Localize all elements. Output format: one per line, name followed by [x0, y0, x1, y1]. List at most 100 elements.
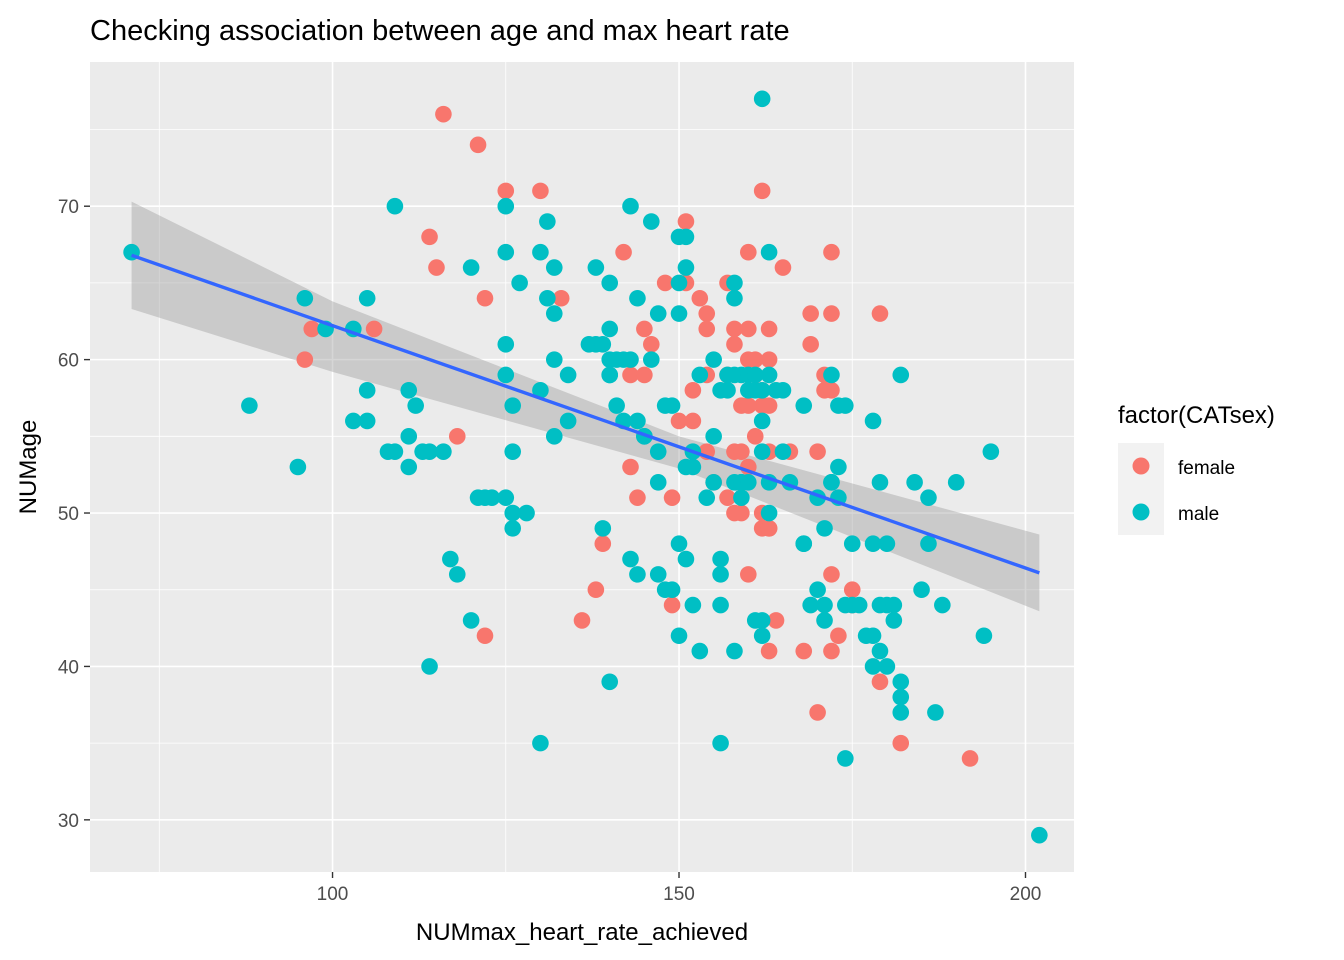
point-male	[670, 274, 688, 292]
point-female	[726, 504, 743, 522]
point-male	[885, 596, 903, 614]
point-male	[601, 673, 619, 691]
point-female	[802, 305, 819, 322]
point-female	[532, 182, 549, 200]
point-male	[816, 520, 833, 537]
point-male	[760, 243, 778, 261]
point-male	[594, 520, 612, 537]
legend-label-female: female	[1178, 458, 1235, 479]
point-female	[476, 627, 494, 645]
point-male	[934, 596, 951, 614]
point-female	[365, 320, 383, 338]
point-male	[622, 197, 639, 215]
point-male	[358, 412, 376, 430]
point-female	[726, 320, 743, 338]
point-male	[241, 397, 258, 414]
point-female	[497, 182, 515, 200]
point-male	[726, 289, 743, 307]
point-male	[677, 550, 695, 568]
point-female	[435, 105, 452, 123]
plot-panel	[90, 62, 1074, 872]
point-male	[802, 596, 819, 614]
point-male	[532, 381, 549, 399]
point-male	[559, 366, 577, 384]
y-tick-label: 60	[58, 351, 79, 372]
y-axis-title: NUMage	[15, 420, 42, 515]
point-female	[421, 228, 438, 246]
x-tick-label: 200	[1010, 884, 1042, 905]
point-male	[913, 581, 930, 599]
point-female	[733, 443, 750, 460]
point-male	[691, 366, 709, 384]
point-female	[656, 274, 674, 292]
point-male	[753, 381, 771, 399]
point-female	[719, 489, 736, 506]
point-female	[476, 289, 494, 307]
point-female	[698, 320, 716, 338]
trend-line-layer	[131, 253, 1040, 575]
point-male	[753, 627, 771, 645]
point-male	[421, 658, 438, 675]
point-male	[975, 627, 993, 645]
point-male	[705, 351, 722, 368]
point-male	[629, 566, 646, 583]
point-female	[823, 566, 840, 583]
chart-title: Checking association between age and max…	[90, 15, 790, 47]
point-female	[684, 412, 702, 430]
point-male	[837, 750, 854, 767]
point-female	[961, 750, 979, 767]
point-female	[448, 428, 466, 445]
point-female	[823, 642, 840, 660]
legend: factor(CATsex) female male	[1118, 402, 1275, 535]
point-male	[712, 596, 729, 614]
point-female	[428, 259, 445, 276]
data-points	[123, 90, 1048, 844]
point-female	[636, 320, 653, 338]
point-female	[892, 734, 910, 752]
point-female	[594, 535, 612, 553]
point-male	[878, 658, 896, 675]
point-male	[1031, 826, 1048, 844]
point-male	[448, 566, 466, 583]
point-male	[629, 412, 646, 430]
point-female	[573, 612, 591, 629]
point-female	[636, 366, 653, 384]
point-female	[587, 581, 605, 599]
point-male	[753, 443, 771, 460]
point-male	[649, 566, 667, 583]
point-male	[386, 197, 404, 215]
point-male	[358, 381, 376, 399]
point-male	[760, 366, 778, 384]
point-male	[726, 642, 743, 660]
point-male	[358, 289, 376, 307]
point-male	[642, 351, 660, 368]
point-male	[830, 458, 847, 476]
point-male	[400, 381, 418, 399]
point-male	[407, 397, 424, 414]
point-male	[629, 289, 646, 307]
point-male	[733, 489, 750, 506]
trend-line	[131, 253, 1040, 575]
point-male	[906, 474, 923, 491]
point-male	[442, 550, 459, 568]
point-female	[760, 351, 778, 368]
point-male	[719, 381, 736, 399]
point-male	[670, 535, 688, 553]
point-female	[663, 596, 681, 614]
point-female	[629, 489, 646, 506]
y-tick-label: 50	[58, 504, 79, 525]
point-male	[684, 596, 702, 614]
point-male	[864, 658, 882, 675]
point-female	[552, 289, 570, 307]
point-male	[545, 305, 563, 322]
point-female	[677, 213, 695, 230]
point-male	[712, 734, 729, 752]
point-male	[892, 673, 910, 691]
point-female	[740, 243, 757, 261]
x-axis-title: NUMmax_heart_rate_achieved	[416, 919, 748, 946]
y-axis: 30 40 50 60 70	[58, 197, 90, 832]
point-male	[622, 550, 639, 568]
point-male	[746, 366, 764, 384]
point-male	[608, 397, 625, 414]
